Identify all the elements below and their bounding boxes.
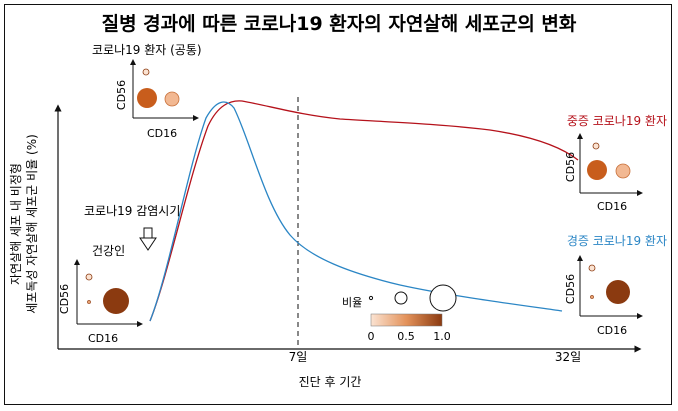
mini-x-label-cd16: CD16 [597, 200, 627, 213]
legend-tick: 0 [368, 330, 375, 343]
mild-mini-plot: CD56 CD16 [564, 255, 643, 337]
mini-y-label-cd56: CD56 [564, 152, 577, 182]
population-dot [164, 91, 180, 107]
legend-size-large [429, 284, 457, 312]
healthy-mini-plot: CD56 CD16 [58, 259, 143, 345]
mini-x-label-cd16: CD16 [147, 127, 177, 140]
population-dot [103, 288, 129, 314]
mini-x-label-cd16: CD16 [597, 324, 627, 337]
y-axis-title-line2: 세포독성 자연살해 세포군 비율 (%) [25, 134, 39, 314]
population-dot [590, 295, 594, 299]
severe-label: 중증 코로나19 환자 [567, 114, 667, 128]
mini-y-label-cd56: CD56 [564, 274, 577, 304]
population-dot [142, 68, 150, 76]
legend-tick: 1.0 [433, 330, 451, 343]
figure-title: 질병 경과에 따른 코로나19 환자의 자연살해 세포군의 변화 [102, 13, 577, 35]
legend-size-small [368, 295, 374, 301]
healthy-label: 건강인 [92, 244, 125, 258]
y-axis-title-line1: 자연살해 세포 내 비정형 [9, 163, 23, 285]
legend-size-label: 비율 [342, 296, 362, 309]
population-dot [85, 273, 93, 281]
mild-trajectory-line [149, 101, 563, 322]
x-tick-32-days: 32일 [555, 350, 581, 364]
common-mini-plot: CD56 CD16 [115, 59, 199, 140]
population-dot [588, 264, 596, 272]
population-dot [592, 142, 600, 150]
mini-y-label-cd56: CD56 [115, 80, 128, 110]
infection-label: 코로나19 감염시기 [84, 204, 180, 218]
legend-size-medium [394, 291, 408, 305]
population-dot [606, 280, 630, 304]
infection-down-arrow-icon [139, 227, 157, 251]
mild-label: 경증 코로나19 환자 [567, 234, 667, 248]
mini-x-label-cd16: CD16 [88, 332, 118, 345]
population-dot [587, 160, 607, 180]
population-dot [137, 88, 157, 108]
population-dot [87, 300, 91, 304]
severe-mini-plot: CD56 CD16 [564, 133, 643, 213]
legend-tick: 0.5 [397, 330, 415, 343]
legend: 비율 0 0.5 1.0 [342, 284, 457, 343]
population-dot [615, 163, 631, 179]
x-tick-7-days: 7일 [289, 350, 308, 364]
severe-trajectory-line [149, 100, 579, 322]
figure-frame [4, 4, 672, 405]
mini-y-label-cd56: CD56 [58, 284, 71, 314]
legend-color-scale [370, 313, 443, 327]
x-axis-title: 진단 후 기간 [299, 375, 362, 389]
common-panel-label: 코로나19 환자 (공통) [92, 43, 202, 57]
